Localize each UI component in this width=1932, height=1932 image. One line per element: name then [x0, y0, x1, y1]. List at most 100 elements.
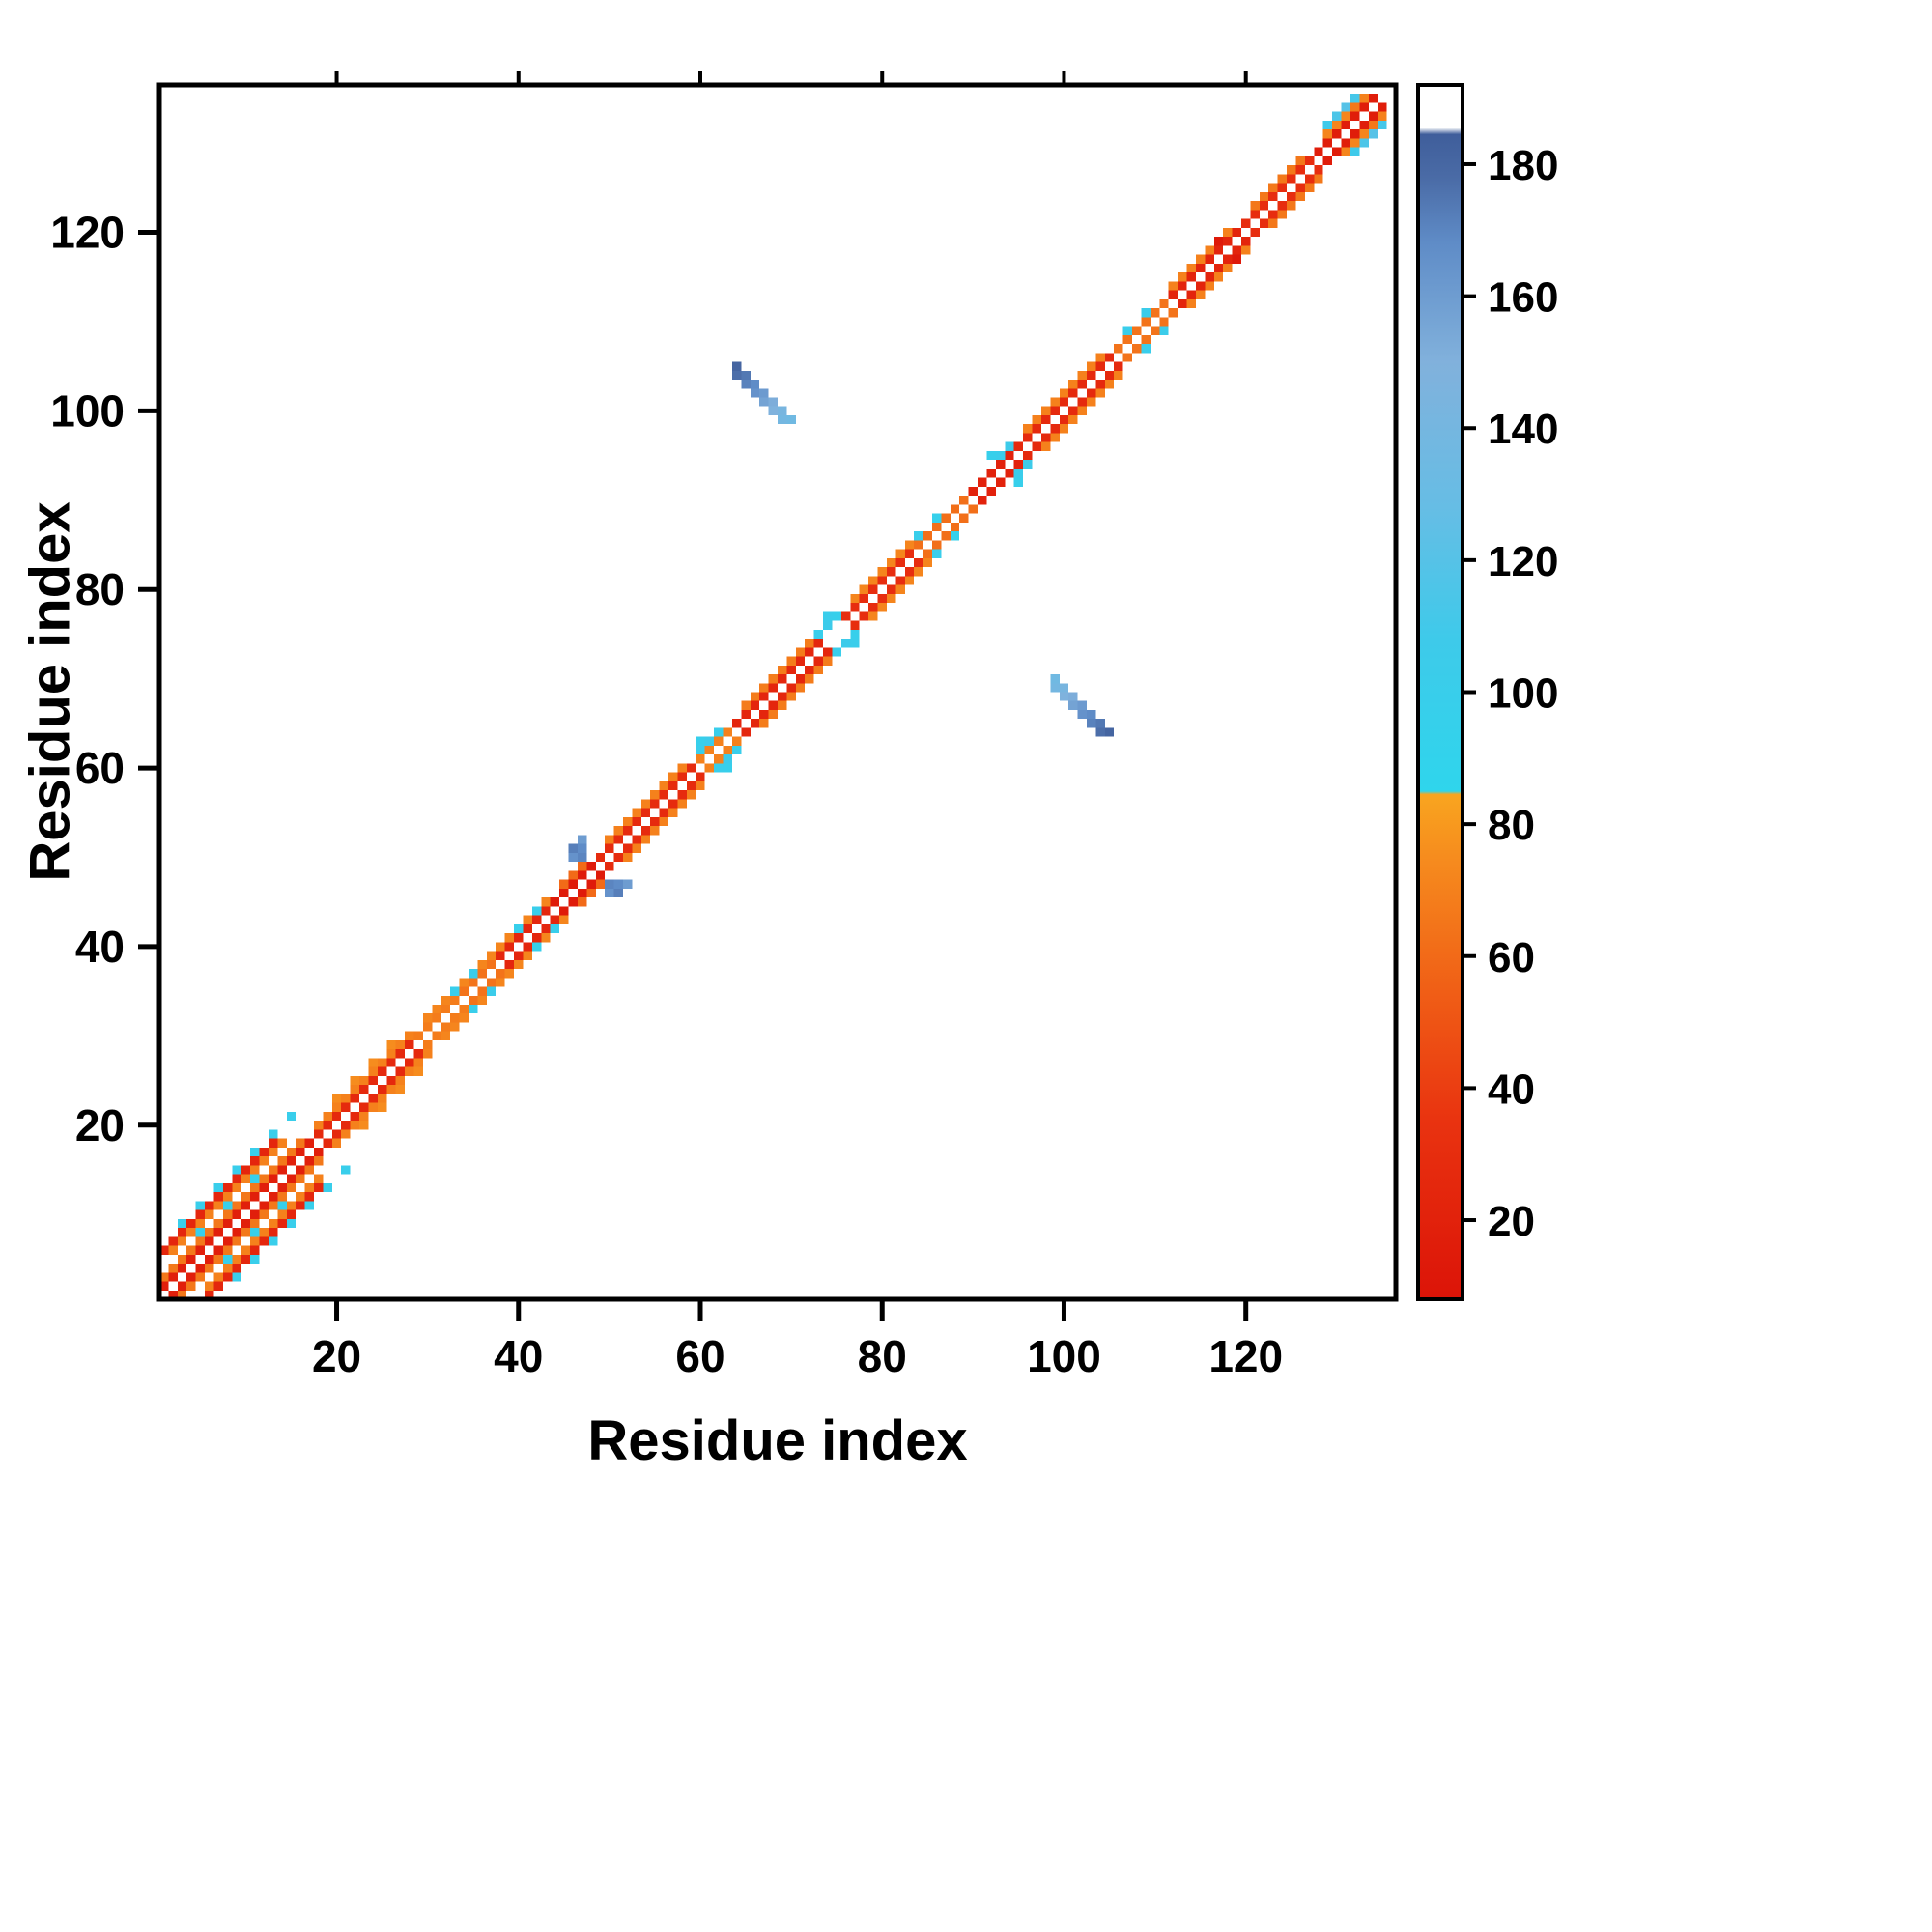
heatmap-cell [459, 978, 469, 987]
heatmap-cell [723, 754, 732, 764]
heatmap-cell [205, 1264, 214, 1273]
heatmap-cell [350, 1085, 360, 1094]
heatmap-cell [1095, 388, 1105, 398]
heatmap-cell [595, 879, 606, 889]
heatmap-cell [986, 486, 996, 497]
heatmap-cell [469, 995, 478, 1005]
heatmap-cell [1114, 344, 1123, 354]
heatmap-cell [477, 995, 487, 1005]
heatmap-cell [577, 897, 587, 907]
heatmap-cell [668, 772, 678, 781]
heatmap-cell [1005, 450, 1014, 461]
heatmap-cell [704, 736, 715, 746]
heatmap-cell [1068, 406, 1078, 415]
heatmap-cell [469, 969, 478, 979]
heatmap-cell [1241, 237, 1251, 246]
heatmap-cell [1068, 700, 1078, 710]
heatmap-cell [1223, 254, 1233, 264]
heatmap-cell [304, 1182, 314, 1193]
heatmap-cell [359, 1102, 369, 1112]
heatmap-cell [159, 1272, 169, 1282]
heatmap-cell [213, 1218, 223, 1229]
heatmap-cell [386, 1058, 396, 1067]
heatmap-cell [1032, 424, 1041, 434]
heatmap-cell [568, 879, 578, 889]
heatmap-cell [1241, 218, 1251, 228]
heatmap-cell [714, 736, 724, 746]
heatmap-cell [1368, 120, 1378, 130]
heatmap-cell [1050, 406, 1060, 415]
heatmap-cell [632, 835, 641, 844]
heatmap-cell [613, 826, 623, 836]
heatmap-cell [186, 1272, 196, 1282]
heatmap-cell [413, 1031, 423, 1040]
heatmap-cell [832, 647, 841, 657]
heatmap-cell [1268, 210, 1278, 219]
heatmap-cell [259, 1182, 269, 1193]
heatmap-cell [1040, 406, 1051, 415]
heatmap-cell [1250, 201, 1260, 211]
heatmap-cells [159, 94, 1387, 1299]
heatmap-cell [613, 852, 623, 863]
heatmap-cell [395, 1039, 406, 1050]
heatmap-cell [1068, 388, 1078, 398]
heatmap-cell [623, 843, 633, 853]
heatmap-cell [731, 361, 742, 371]
heatmap-cell [205, 1290, 214, 1299]
heatmap-cell [978, 496, 987, 505]
heatmap-cell [568, 870, 578, 880]
heatmap-cell [1304, 183, 1315, 192]
heatmap-cell [232, 1209, 242, 1219]
heatmap-cell [459, 986, 469, 996]
heatmap-cell [1122, 334, 1133, 345]
colorbar-tick-label: 120 [1488, 538, 1558, 585]
heatmap-cell [668, 808, 678, 817]
heatmap-cell [222, 1264, 233, 1273]
heatmap-cell [314, 1174, 324, 1183]
heatmap-cell [577, 862, 587, 871]
heatmap-cell [568, 897, 578, 907]
heatmap-cell [222, 1218, 233, 1229]
heatmap-cell [159, 1245, 169, 1255]
heatmap-cell [714, 754, 724, 764]
heatmap-cell [914, 531, 923, 541]
heatmap-cell [304, 1165, 314, 1175]
heatmap-cell [1132, 326, 1142, 335]
heatmap-cell [323, 1111, 332, 1122]
heatmap-cell [741, 370, 751, 381]
heatmap-cell [932, 540, 942, 550]
heatmap-cell [195, 1264, 206, 1273]
heatmap-cell [750, 719, 760, 728]
heatmap-cell [595, 870, 606, 880]
heatmap-cell [359, 1121, 369, 1130]
heatmap-cell [741, 727, 751, 737]
x-axis-title: Residue index [587, 1409, 968, 1472]
heatmap-cell [422, 1022, 433, 1032]
heatmap-cell [668, 799, 678, 809]
heatmap-cell [750, 700, 760, 710]
heatmap-cell [514, 933, 524, 943]
heatmap-cell [840, 611, 851, 621]
heatmap-cell [959, 513, 969, 523]
heatmap-cell [1195, 290, 1206, 299]
heatmap-cell [1223, 227, 1233, 238]
heatmap-cell [731, 370, 742, 381]
heatmap-cell [386, 1049, 396, 1059]
heatmap-cell [640, 826, 651, 836]
heatmap-cell [677, 763, 687, 773]
heatmap-cell [277, 1218, 287, 1229]
heatmap-cell [268, 1174, 278, 1183]
heatmap-cell [778, 674, 787, 684]
heatmap-cell [986, 469, 996, 478]
heatmap-cell [613, 835, 623, 844]
heatmap-cell [795, 674, 806, 684]
heatmap-cell [277, 1156, 287, 1166]
heatmap-cell [605, 835, 614, 844]
heatmap-cell [1195, 263, 1206, 273]
heatmap-cell [432, 1013, 441, 1023]
heatmap-cell [395, 1066, 406, 1076]
heatmap-cell [659, 790, 669, 800]
heatmap-cell [422, 1049, 433, 1059]
heatmap-cell [1104, 727, 1115, 737]
